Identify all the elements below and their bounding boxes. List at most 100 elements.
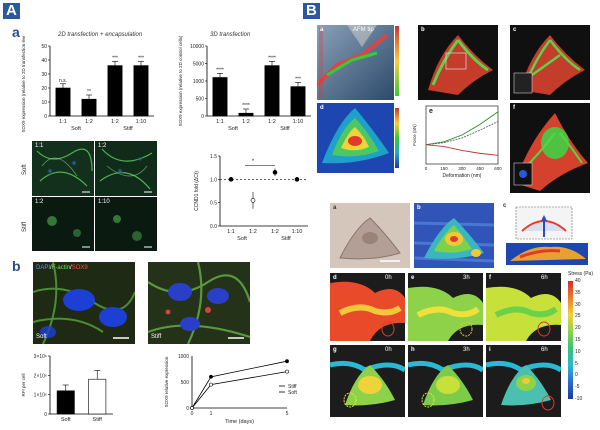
timeseries-e: e 3h bbox=[408, 273, 483, 341]
bar bbox=[107, 65, 123, 117]
group-label-soft: Soft bbox=[237, 236, 247, 242]
x-tick-label: 1 bbox=[210, 411, 213, 417]
chart-force-deformation: 0 150 300 450 600 Deformation (nm) Force (nN) e bbox=[410, 100, 502, 180]
x-tick-label: Stiff bbox=[93, 417, 103, 423]
y-tick-label: 50 bbox=[41, 44, 47, 50]
micrograph-grid: 1:1 1:2 1:2 1:10 bbox=[32, 141, 157, 251]
data-point bbox=[272, 170, 278, 175]
timeseries-g-texture bbox=[330, 345, 405, 417]
micro-side-stiff: Stiff bbox=[22, 221, 28, 232]
data-point bbox=[228, 177, 234, 182]
y-axis-label: RFI per cell bbox=[21, 373, 26, 396]
series-line bbox=[425, 111, 499, 146]
lower-f-label: f bbox=[489, 275, 491, 281]
stress-tick-label: 20 bbox=[575, 325, 581, 332]
heatmap-d-colorbar bbox=[395, 108, 399, 168]
afm-colorbar bbox=[395, 26, 399, 96]
cell-image-c: c bbox=[510, 25, 590, 100]
x-tick-label: 1:2 bbox=[271, 229, 279, 235]
series-line bbox=[425, 121, 499, 146]
stress-ticks: 40 35 30 25 20 15 10 5 0 -5 -10 bbox=[575, 279, 597, 402]
x-tick-label: 1:1 bbox=[59, 119, 67, 125]
panel-a-label: A bbox=[3, 3, 20, 19]
significance-label: *** bbox=[112, 55, 118, 61]
afm-image: a AFM tip bbox=[317, 25, 394, 100]
heatmap-d: d bbox=[317, 103, 394, 173]
stress-tick-label: 5 bbox=[575, 360, 578, 367]
b-sub-a: a bbox=[320, 27, 324, 33]
y-tick-label: 2×10⁶ bbox=[34, 373, 47, 379]
x-tick-label: Soft bbox=[61, 417, 71, 423]
timeseries-i-texture bbox=[486, 345, 561, 417]
significance-label: n.s. bbox=[59, 78, 67, 84]
y-tick-label: 10 bbox=[41, 100, 47, 106]
brightfield-image: a bbox=[330, 203, 410, 268]
y-tick-label: 1000 bbox=[193, 79, 204, 85]
x-axis-label: Deformation (nm) bbox=[443, 173, 482, 179]
x-tick-label: 1:1 bbox=[216, 119, 224, 125]
y-tick-label: 0.0 bbox=[210, 224, 217, 230]
lower-c-label: c bbox=[503, 203, 507, 209]
lower-e-label: e bbox=[411, 275, 415, 281]
y-tick-label: 1.0 bbox=[210, 177, 217, 183]
heatmap-d-texture bbox=[317, 103, 394, 173]
img-soft-label: Soft bbox=[36, 334, 47, 340]
significance-label: * bbox=[252, 159, 255, 165]
series-line bbox=[191, 360, 288, 409]
lower-i-label: i bbox=[489, 347, 491, 353]
micro-label-3: 1:2 bbox=[35, 199, 44, 205]
b-sub-f: f bbox=[513, 105, 515, 111]
y-tick-label: 30 bbox=[41, 72, 47, 78]
x-axis-label: Time (days) bbox=[225, 419, 254, 425]
timeseries-h: h 3h bbox=[408, 345, 483, 417]
series-line bbox=[191, 371, 288, 409]
y-tick-label: 3×10⁶ bbox=[34, 354, 47, 360]
y-tick-label: 0 bbox=[44, 114, 47, 120]
x-tick-label: 600 bbox=[494, 166, 502, 171]
y-tick-label: 500 bbox=[181, 380, 190, 386]
group-label-stiff: Stiff bbox=[123, 126, 133, 132]
b-sub-d: d bbox=[320, 105, 324, 111]
fluor-image-stiff: Stiff bbox=[148, 262, 250, 344]
data-point bbox=[209, 382, 213, 387]
y-tick-label: 1.5 bbox=[210, 154, 217, 160]
y-axis-label: SOX9 expression (relative to 2D control … bbox=[178, 36, 183, 126]
micro-label-1: 1:1 bbox=[35, 143, 44, 149]
significance-label: **** bbox=[216, 67, 224, 73]
data-point bbox=[250, 198, 256, 203]
y-tick-label: 1000 bbox=[178, 354, 189, 360]
timeseries-d-texture bbox=[330, 273, 405, 341]
x-tick-label: 1:10 bbox=[136, 119, 147, 125]
y-axis-label: Force (nN) bbox=[412, 124, 417, 146]
stress-colorbar bbox=[568, 281, 573, 399]
y-tick-label: 0 bbox=[186, 406, 189, 412]
y-tick-label: 5000 bbox=[193, 62, 204, 68]
x-tick-label: 1:10 bbox=[292, 229, 303, 235]
micrograph-texture bbox=[32, 141, 157, 251]
afm-tip-label: AFM tip bbox=[353, 27, 374, 33]
b-sub-b: b bbox=[421, 27, 425, 33]
y-axis-label: SOX9 relative expression bbox=[164, 356, 169, 407]
timeseries-h-texture bbox=[408, 345, 483, 417]
x-tick-label: 300 bbox=[458, 166, 466, 171]
cell-image-b: b bbox=[418, 25, 498, 100]
group-label-soft: Soft bbox=[228, 126, 238, 132]
stress-tick-label: -10 bbox=[575, 396, 583, 402]
stress-tick-label: 10 bbox=[575, 348, 581, 355]
chart-sox9-3d: 0 500 1000 5000 10000 **** 1:1 **** 1:2 **** 1:2 **… bbox=[178, 36, 311, 132]
x-tick-label: 150 bbox=[440, 166, 448, 171]
b-sub-c: c bbox=[513, 27, 517, 33]
chart-rfi: 0 1×10⁶ 2×10⁶ 3×10⁶ Soft Stiff RFI per cell bbox=[21, 354, 113, 423]
bar bbox=[88, 378, 107, 415]
lower-h-label: h bbox=[411, 347, 415, 353]
subpanel-b-label: b bbox=[12, 258, 21, 274]
bar bbox=[212, 77, 228, 117]
time-0h-1: 0h bbox=[385, 275, 392, 281]
stress-map-b: b bbox=[414, 203, 494, 268]
stain-sox9: SOX9 bbox=[71, 265, 88, 271]
micro-label-4: 1:10 bbox=[98, 199, 110, 205]
x-tick-label: 1:2 bbox=[268, 119, 276, 125]
significance-label: *** bbox=[295, 76, 301, 82]
img-stiff-label: Stiff bbox=[151, 334, 162, 340]
x-tick-label: 0 bbox=[425, 166, 428, 171]
